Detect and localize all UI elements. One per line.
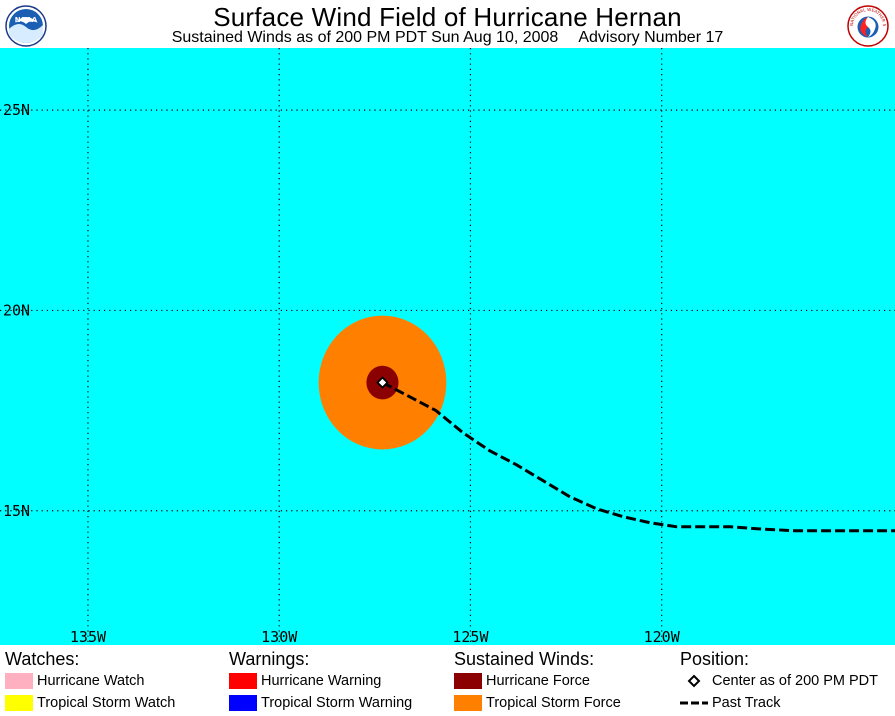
storm-center-marker xyxy=(376,376,389,389)
legend-warnings-heading: Warnings: xyxy=(229,649,310,669)
swatch-tropical-storm-warning xyxy=(229,695,257,711)
lat-tick-label: 25N xyxy=(3,101,30,119)
swatch-hurricane-watch xyxy=(5,673,33,689)
legend-item-tropical-storm-watch: Tropical Storm Watch xyxy=(5,692,175,714)
legend-label-hurricane-warning: Hurricane Warning xyxy=(261,673,382,689)
legend-winds-heading: Sustained Winds: xyxy=(454,649,595,669)
legend-item-tropical-storm-warning: Tropical Storm Warning xyxy=(229,692,412,714)
legend-label-tropical-storm-warning: Tropical Storm Warning xyxy=(261,695,413,711)
center-diamond-icon xyxy=(687,674,701,688)
tick-labels: 25N 20N 15N 135W 130W 125W 120W xyxy=(3,101,681,645)
lat-tick-label: 20N xyxy=(3,301,30,319)
legend-label-tropical-storm-watch: Tropical Storm Watch xyxy=(37,695,176,711)
map-subtitle: Sustained Winds as of 200 PM PDT Sun Aug… xyxy=(0,28,895,47)
legend-watches-heading: Watches: xyxy=(5,649,80,669)
past-track-line-icon xyxy=(680,701,708,705)
legend-sustained-winds: Sustained Winds: Hurricane Force Tropica… xyxy=(454,649,621,714)
swatch-hurricane-warning xyxy=(229,673,257,689)
noaa-logo-text: NOAA xyxy=(15,16,38,24)
legend-item-hurricane-force: Hurricane Force xyxy=(454,670,594,692)
legend-label-hurricane-watch: Hurricane Watch xyxy=(37,673,145,689)
legend-label-hurricane-force: Hurricane Force xyxy=(486,673,590,689)
legend-item-tropical-storm-force: Tropical Storm Force xyxy=(454,692,621,714)
swatch-tropical-storm-force xyxy=(454,695,482,711)
subtitle-advisory: Advisory Number 17 xyxy=(578,29,724,46)
legend-warnings: Warnings: Hurricane Warning Tropical Sto… xyxy=(229,649,412,714)
legend-label-center: Center as of 200 PM PDT xyxy=(712,673,879,689)
legend-label-past-track: Past Track xyxy=(712,695,781,711)
lon-tick-label: 130W xyxy=(261,628,298,645)
legend-item-hurricane-watch: Hurricane Watch xyxy=(5,670,144,692)
legend-position: Position: Center as of 200 PM PDT Past T… xyxy=(680,649,878,714)
legend-item-center: Center as of 200 PM PDT xyxy=(680,670,878,692)
legend-item-hurricane-warning: Hurricane Warning xyxy=(229,670,381,692)
past-track-line xyxy=(381,381,895,533)
lon-tick-label: 125W xyxy=(452,628,489,645)
map-title: Surface Wind Field of Hurricane Hernan xyxy=(213,2,682,32)
legend-position-heading: Position: xyxy=(680,649,750,669)
nws-logo-icon: NATIONAL WEATHER SERVICE xyxy=(847,5,889,47)
grid-lines xyxy=(0,48,895,645)
swatch-hurricane-force xyxy=(454,673,482,689)
legend-item-past-track: Past Track xyxy=(680,692,781,714)
track-layer xyxy=(376,376,895,533)
lon-tick-label: 120W xyxy=(644,628,681,645)
lon-tick-label: 135W xyxy=(70,628,107,645)
swatch-tropical-storm-watch xyxy=(5,695,33,711)
map-header: NOAA Surface Wind Field of Hurricane Her… xyxy=(0,0,895,48)
map-legend: Watches: Hurricane Watch Tropical Storm … xyxy=(0,645,895,716)
legend-watches: Watches: Hurricane Watch Tropical Storm … xyxy=(5,649,175,714)
map-canvas: 25N 20N 15N 135W 130W 125W 120W xyxy=(0,48,895,645)
noaa-logo-icon: NOAA xyxy=(5,5,47,47)
lat-tick-label: 15N xyxy=(3,502,30,520)
wind-field-map: 25N 20N 15N 135W 130W 125W 120W xyxy=(0,48,895,645)
subtitle-winds-time: Sustained Winds as of 200 PM PDT Sun Aug… xyxy=(171,29,559,46)
legend-label-tropical-storm-force: Tropical Storm Force xyxy=(486,695,621,711)
